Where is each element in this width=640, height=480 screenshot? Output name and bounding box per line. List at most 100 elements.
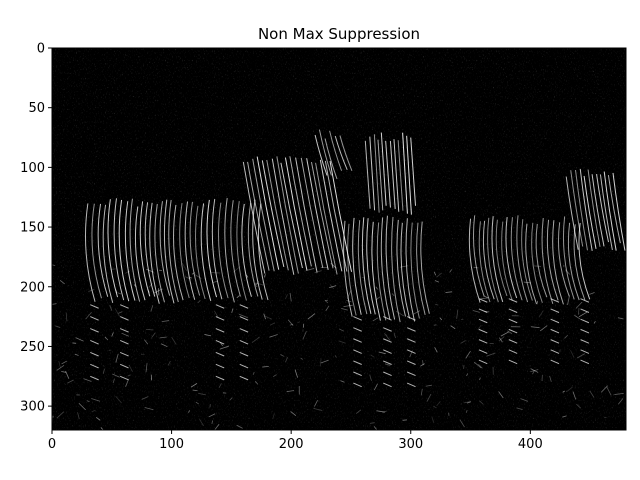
leg-stripe (508, 298, 518, 303)
grass-edge (516, 407, 523, 410)
grass-edge (340, 380, 345, 383)
leg-stripe (119, 328, 129, 333)
grass-edge (325, 305, 330, 312)
grass-edge (385, 363, 391, 366)
edge-stripe (364, 140, 371, 209)
edge-stripe (266, 159, 289, 271)
grass-edge (190, 383, 198, 388)
grass-edge (65, 370, 70, 379)
grass-edge (55, 325, 61, 328)
leg-stripe (239, 340, 249, 345)
x-axis: 0 100 200 300 400 (48, 430, 543, 452)
leg-stripe (550, 328, 560, 334)
grass-edge (111, 332, 114, 337)
edge-stripe (397, 140, 404, 211)
grass-edge (181, 262, 188, 272)
edge-stripe (473, 215, 485, 297)
grass-edge (204, 334, 212, 337)
edge-stripe (562, 216, 575, 300)
edge-stripe (583, 175, 597, 249)
x-tick-label: 0 (48, 437, 56, 452)
grass-edge (188, 276, 192, 279)
grass-edge (286, 390, 295, 393)
edge-stripe (159, 201, 171, 296)
edge-stripe (352, 217, 362, 315)
y-tick-label: 0 (37, 42, 45, 57)
grass-edge (500, 331, 509, 337)
edge-stripe (206, 199, 218, 298)
grass-edge (148, 283, 153, 288)
grass-edge (231, 308, 234, 313)
y-tick-label: 300 (20, 400, 45, 415)
grass-edge (272, 413, 275, 420)
grass-edge (532, 370, 535, 375)
edge-stripe (230, 200, 241, 297)
leg-stripe (215, 328, 225, 333)
leg-stripe (119, 363, 129, 369)
edge-stripe (329, 160, 353, 272)
grass-edge (263, 313, 266, 320)
edge-stripe (357, 220, 368, 315)
grass-edge (280, 354, 285, 357)
grass-edge (539, 325, 548, 332)
leg-stripe (215, 351, 225, 357)
grass-edge (329, 284, 335, 290)
grass-edge (104, 336, 109, 341)
grass-edge (346, 290, 352, 299)
grass-edge (218, 383, 222, 389)
grass-edge (479, 297, 489, 300)
edge-stripe (280, 162, 303, 269)
edge-stripe (102, 204, 114, 303)
grass-edge (314, 400, 318, 407)
edge-stripe (565, 176, 579, 250)
grass-edge (269, 322, 275, 326)
leg-stripe (239, 328, 249, 333)
grass-edge (284, 294, 288, 300)
leg-stripe (580, 308, 590, 313)
leg-stripe (383, 360, 392, 365)
grass-edge (426, 393, 432, 402)
leg-stripe (353, 360, 362, 365)
grass-edge (536, 300, 539, 305)
grass-edge (600, 385, 608, 393)
grass-edge (91, 398, 101, 402)
grass-edge (436, 400, 441, 407)
edge-stripe (612, 172, 626, 251)
grass-edge (382, 410, 388, 414)
grass-edge (112, 378, 115, 384)
leg-stripe (478, 318, 488, 324)
edge-stripe (271, 158, 295, 275)
edge-stripe (242, 161, 266, 274)
grass-edge (144, 339, 149, 345)
grass-edge (195, 401, 200, 405)
edge-stripe (369, 136, 376, 211)
edge-stripe (200, 203, 212, 301)
grass-edge (86, 400, 90, 402)
leg-stripe (550, 318, 560, 324)
grass-edge (334, 355, 337, 358)
grass-edge (369, 374, 372, 381)
edge-stripe (343, 220, 353, 317)
leg-stripe (119, 304, 129, 309)
edge-stripe (482, 220, 495, 300)
leg-stripe (239, 304, 249, 309)
leg-stripe (508, 339, 518, 344)
grass-edge (466, 401, 471, 404)
grass-edge (121, 332, 129, 337)
edge-stripe (107, 199, 119, 298)
grass-edge (300, 357, 304, 360)
edge-stripe (91, 203, 102, 299)
grass-edge (199, 419, 204, 427)
leg-stripe (580, 328, 590, 334)
grass-edge (425, 384, 433, 387)
grass-edge (264, 315, 273, 320)
edge-stripe (557, 222, 570, 297)
edge-stripe (295, 157, 318, 273)
leg-stripe (478, 298, 488, 303)
grass-edge (264, 274, 266, 278)
grass-edge (91, 409, 96, 413)
leg-stripe (478, 328, 488, 334)
grass-edge (376, 410, 386, 413)
grass-edge (473, 266, 479, 269)
grass-edge (214, 310, 219, 318)
